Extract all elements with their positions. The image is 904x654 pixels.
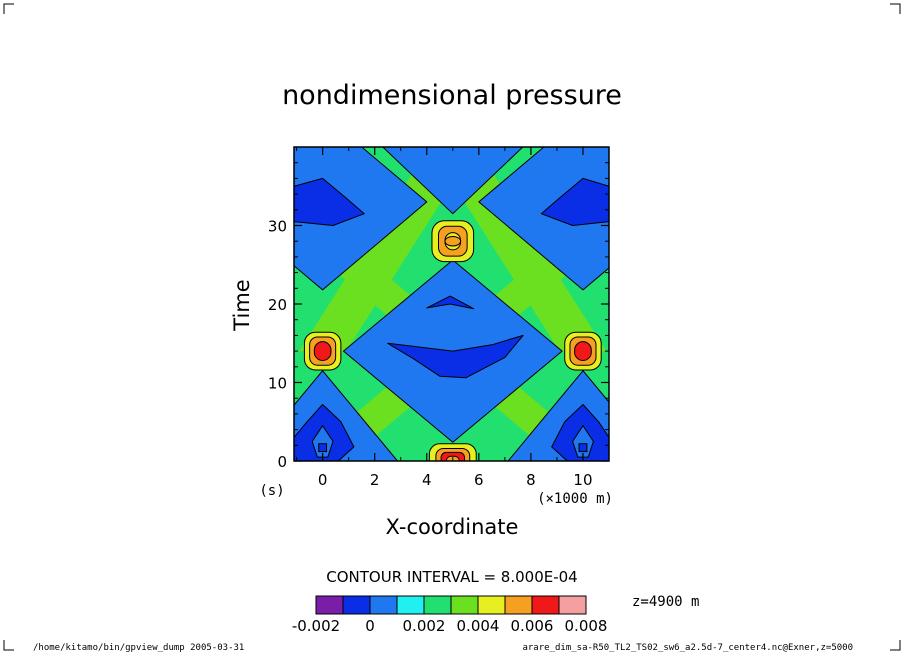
colorbar-swatch (504, 595, 533, 615)
trough-core (578, 443, 588, 453)
colorbar-swatch (477, 595, 506, 615)
x-axis-title: X-coordinate (386, 515, 519, 539)
y-tick-label: 10 (268, 375, 287, 393)
x-tick-label: 6 (474, 471, 484, 489)
trough (294, 177, 365, 226)
colorbar-swatch (531, 595, 560, 615)
y-axis-ticks: 0 10 20 30 (268, 162, 609, 471)
chart-title: nondimensional pressure (282, 80, 622, 111)
x-tick-label: 10 (573, 471, 592, 489)
footer-left: /home/kitamo/bin/gpview_dump 2005-03-31 (33, 643, 244, 653)
colorbar-swatch (450, 595, 479, 615)
trough-core (318, 443, 328, 453)
basin-top-center (382, 147, 524, 215)
x-tick-label: 8 (526, 471, 536, 489)
trough-core (311, 425, 334, 458)
trough (426, 295, 475, 310)
peak-contour (313, 341, 332, 362)
x-axis-ticks: 0 2 4 6 8 10 (296, 147, 610, 489)
colorbar (315, 595, 587, 615)
y-tick-label: 20 (268, 296, 287, 314)
colorbar-labels: -0.002 0 0.002 0.004 0.006 0.008 (292, 617, 608, 635)
colorbar-swatch (342, 595, 371, 615)
footer-right: arare_dim_sa-R50_TL2_TS02_sw6_a2.5d-7_ce… (522, 643, 853, 653)
x-tick-label: 4 (422, 471, 432, 489)
x-tick-label: 2 (370, 471, 380, 489)
corner-marks (3, 3, 901, 651)
colorbar-swatch (396, 595, 425, 615)
colorbar-swatch (369, 595, 398, 615)
colorbar-swatch (315, 595, 344, 615)
basin-top-right (478, 147, 609, 291)
y-unit-label: (s) (259, 483, 284, 499)
colorbar-tick-label: 0 (365, 617, 375, 635)
colorbar-swatch (558, 595, 587, 615)
contour-field (294, 147, 609, 461)
colorbar-tick-label: 0.002 (403, 617, 446, 635)
x-tick-label: 0 (318, 471, 328, 489)
y-tick-label: 30 (268, 218, 287, 236)
peak-center (444, 235, 462, 247)
level-annotation: z=4900 m (632, 594, 699, 610)
trough (387, 334, 524, 379)
colorbar-swatch (423, 595, 452, 615)
ridge-band (429, 147, 607, 352)
colorbar-tick-label: 0.006 (511, 617, 554, 635)
y-tick-label: 0 (277, 453, 287, 471)
peak-contour (574, 341, 592, 362)
colorbar-tick-label: 0.008 (565, 617, 608, 635)
colorbar-tick-label: -0.002 (292, 617, 340, 635)
x-unit-label: (×1000 m) (537, 491, 613, 507)
y-axis-title: Time (230, 279, 254, 331)
trough-core (572, 425, 594, 458)
trough (540, 177, 609, 226)
colorbar-tick-label: 0.004 (457, 617, 500, 635)
ridge-band (299, 147, 477, 352)
contour-interval-label: CONTOUR INTERVAL = 8.000E-04 (326, 568, 577, 586)
